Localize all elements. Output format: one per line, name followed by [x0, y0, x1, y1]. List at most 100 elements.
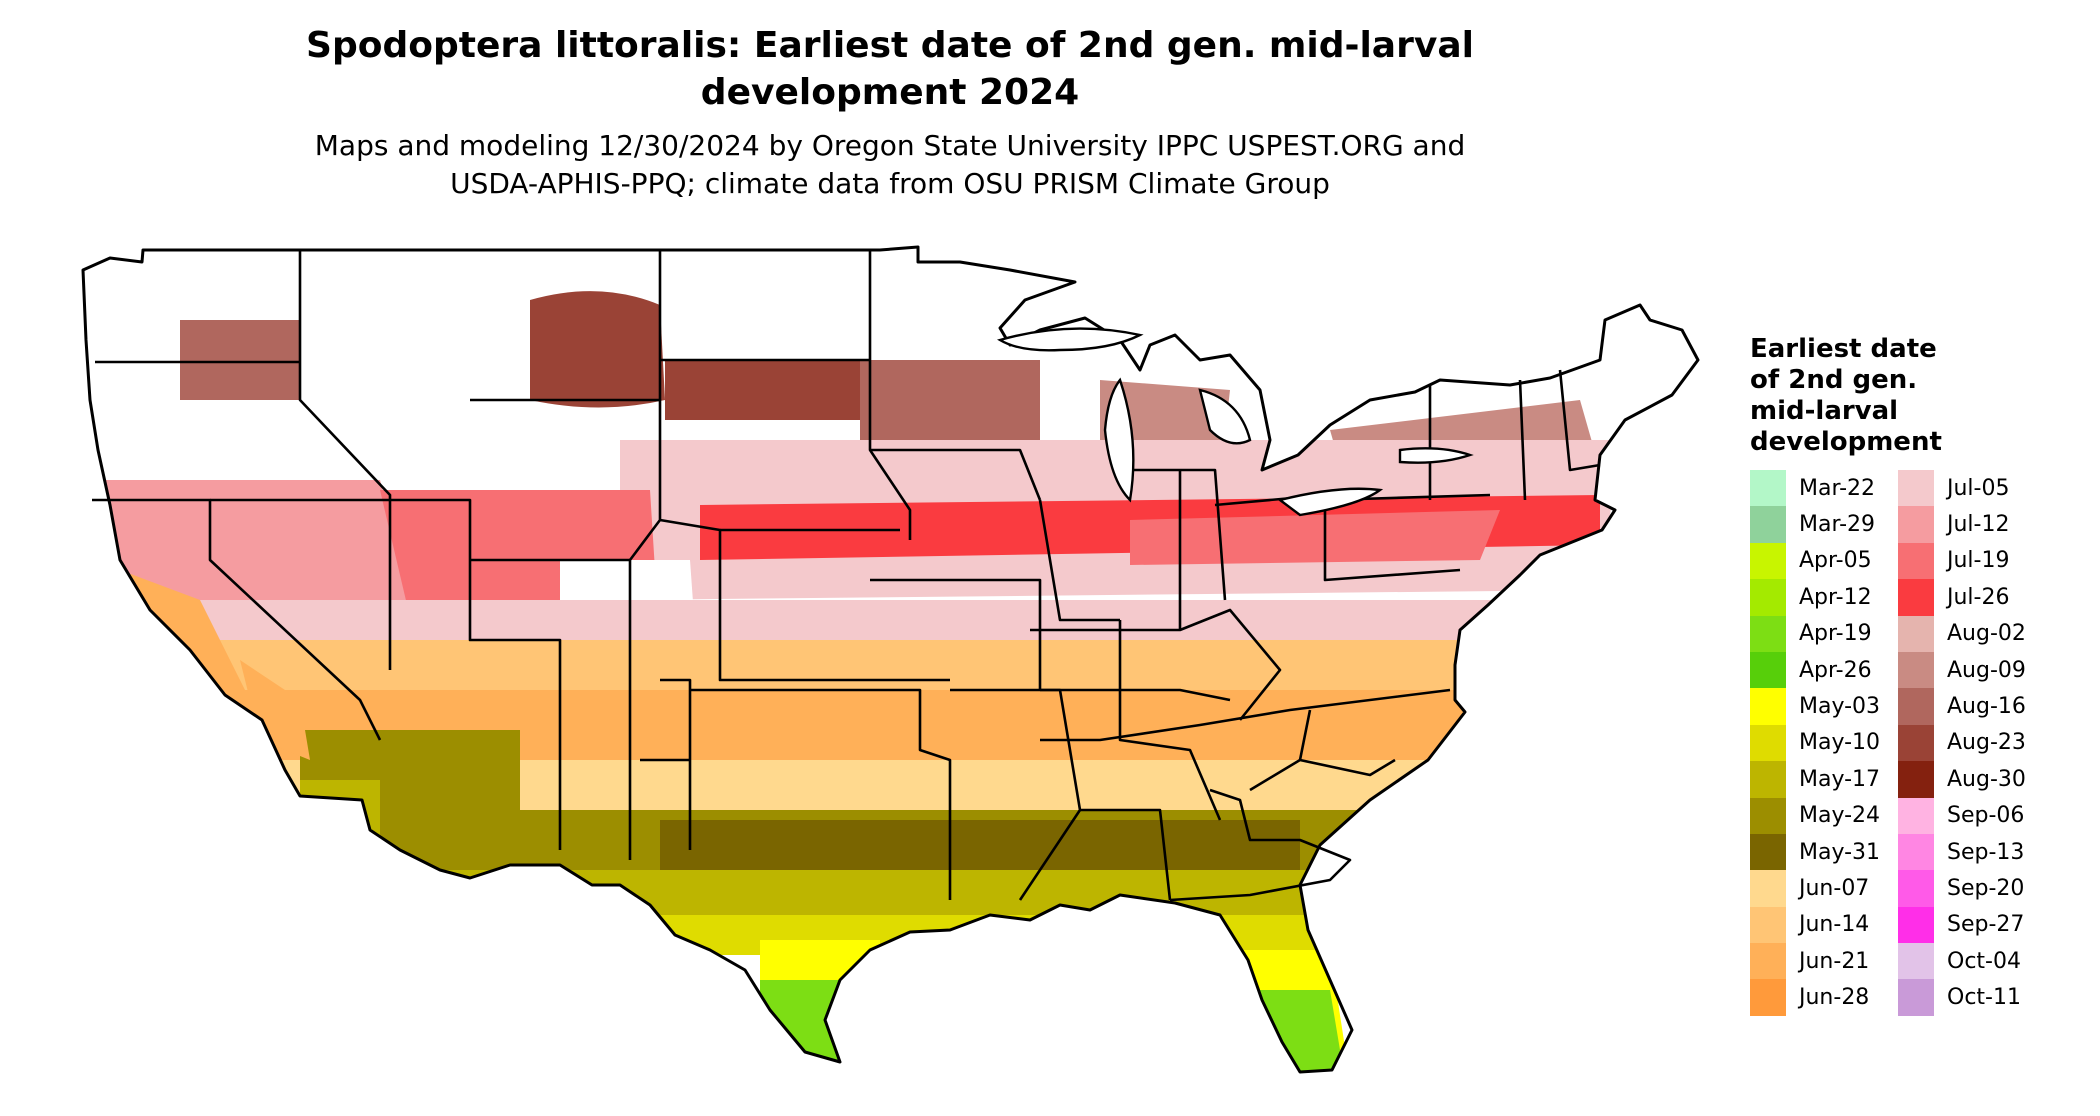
legend-item: Jun-21 [1750, 943, 1880, 980]
legend-item: Jun-14 [1750, 906, 1880, 944]
legend-swatch [1750, 724, 1786, 762]
legend-item: Jul-26 [1898, 579, 2026, 616]
legend-item: Sep-06 [1898, 797, 2026, 834]
legend-label: May-03 [1799, 694, 1881, 720]
legend-swatch [1898, 579, 1934, 616]
legend-swatch [1750, 470, 1786, 507]
legend-item: May-03 [1750, 688, 1881, 725]
legend-item: Jun-07 [1750, 870, 1880, 907]
legend-label: Apr-19 [1799, 621, 1872, 647]
legend-item: Apr-12 [1750, 579, 1880, 616]
map-title: Spodoptera littoralis: Earliest date of … [220, 22, 1560, 116]
legend-label: Sep-13 [1947, 839, 2025, 865]
legend-swatch [1750, 906, 1786, 944]
map-title-line-2: development 2024 [700, 72, 1080, 113]
legend-item: Apr-05 [1750, 542, 1880, 580]
legend-swatch [1898, 506, 1934, 543]
legend-item: Aug-23 [1898, 724, 2026, 762]
legend-label: Apr-05 [1799, 548, 1872, 574]
legend-item: May-10 [1750, 724, 1881, 762]
legend-column-2: Jul-05 Jul-12 Jul-19 Jul-26 Aug-02 Aug-09 Aug-… [1898, 470, 2026, 1016]
legend-item: Apr-26 [1750, 651, 1880, 689]
legend-item: May-17 [1750, 761, 1880, 798]
legend-swatch [1750, 542, 1786, 580]
legend-swatch [1898, 542, 1934, 580]
legend-swatch [1750, 833, 1786, 871]
legend-item: Oct-11 [1898, 979, 2026, 1016]
legend-label: Aug-02 [1947, 621, 2026, 647]
legend-label: Sep-20 [1947, 875, 2025, 901]
legend-swatch [1898, 870, 1934, 907]
legend-swatch [1898, 724, 1934, 762]
legend-label: Jun-07 [1799, 875, 1870, 901]
legend-label: Jul-05 [1947, 475, 2010, 501]
legend-item: May-31 [1750, 833, 1881, 871]
legend-swatch [1898, 833, 1934, 871]
state-boundaries [92, 250, 1601, 902]
legend-title-line: development [1750, 427, 1942, 457]
legend-swatch [1750, 979, 1786, 1016]
legend-label: Jul-12 [1947, 512, 2010, 538]
legend-column-1: Mar-22 Mar-29 Apr-05 Apr-12 Apr-19 Apr-26 May-… [1750, 470, 1880, 1016]
legend-title-line: of 2nd gen. [1750, 365, 1918, 395]
legend-label: Jul-26 [1947, 584, 2010, 610]
legend-swatch [1750, 615, 1786, 652]
legend-label: May-10 [1799, 730, 1881, 756]
legend-swatch [1750, 761, 1786, 798]
legend-columns: Mar-22 Mar-29 Apr-05 Apr-12 Apr-19 Apr-26 May-… [1750, 470, 2080, 1030]
legend-label: Jun-28 [1799, 985, 1870, 1011]
legend-swatch [1898, 943, 1934, 980]
legend-title: Earliest date of 2nd gen. mid-larval dev… [1750, 334, 2080, 458]
legend-item: Aug-16 [1898, 688, 2026, 725]
legend-swatch [1750, 943, 1786, 980]
legend-item: Aug-30 [1898, 761, 2026, 798]
legend-item: Jul-19 [1898, 542, 2026, 580]
legend-label: Sep-06 [1947, 803, 2025, 829]
legend-swatch [1898, 797, 1934, 834]
legend-swatch [1898, 651, 1934, 689]
legend-title-line: Earliest date [1750, 334, 1937, 364]
legend-label: Jul-19 [1947, 548, 2010, 574]
legend-label: Jun-14 [1799, 912, 1870, 938]
legend-label: Apr-26 [1799, 657, 1872, 683]
legend-label: Jun-21 [1799, 948, 1870, 974]
legend-item: Jul-05 [1898, 470, 2026, 507]
great-lakes [997, 327, 1474, 517]
legend-item: Sep-27 [1898, 906, 2026, 944]
legend-swatch [1898, 688, 1934, 725]
legend-swatch [1898, 615, 1934, 652]
legend-swatch [1898, 979, 1934, 1016]
legend-swatch [1750, 870, 1786, 907]
legend-swatch [1898, 761, 1934, 798]
legend-title-line: mid-larval [1750, 396, 1899, 426]
legend-swatch [1750, 579, 1786, 616]
legend-item: Jul-12 [1898, 506, 2026, 543]
legend-label: Oct-11 [1947, 985, 2021, 1011]
legend-label: Oct-04 [1947, 948, 2021, 974]
legend-label: Aug-30 [1947, 766, 2026, 792]
map-subtitle-line-2: USDA-APHIS-PPQ; climate data from OSU PR… [450, 167, 1330, 200]
legend-label: Sep-27 [1947, 912, 2025, 938]
legend-swatch [1750, 797, 1786, 834]
legend-swatch [1750, 688, 1786, 725]
legend-item: Mar-22 [1750, 470, 1880, 507]
legend-label: Mar-29 [1799, 512, 1876, 538]
legend-item: Sep-13 [1898, 833, 2026, 871]
legend-item: Aug-09 [1898, 651, 2026, 689]
legend-swatch [1750, 651, 1786, 689]
legend: Earliest date of 2nd gen. mid-larval dev… [1750, 334, 2080, 1030]
legend-item: Oct-04 [1898, 943, 2026, 980]
legend-item: Mar-29 [1750, 506, 1880, 543]
legend-label: Aug-16 [1947, 694, 2026, 720]
map-subtitle-line-1: Maps and modeling 12/30/2024 by Oregon S… [314, 129, 1466, 162]
legend-label: Aug-23 [1947, 730, 2026, 756]
legend-item: Sep-20 [1898, 870, 2026, 907]
legend-label: May-24 [1799, 803, 1881, 829]
legend-label: May-31 [1799, 839, 1881, 865]
legend-swatch [1750, 506, 1786, 543]
legend-item: May-24 [1750, 797, 1881, 834]
legend-label: Aug-09 [1947, 657, 2026, 683]
map-title-line-1: Spodoptera littoralis: Earliest date of … [306, 25, 1474, 66]
legend-label: Mar-22 [1799, 475, 1876, 501]
legend-swatch [1898, 906, 1934, 944]
